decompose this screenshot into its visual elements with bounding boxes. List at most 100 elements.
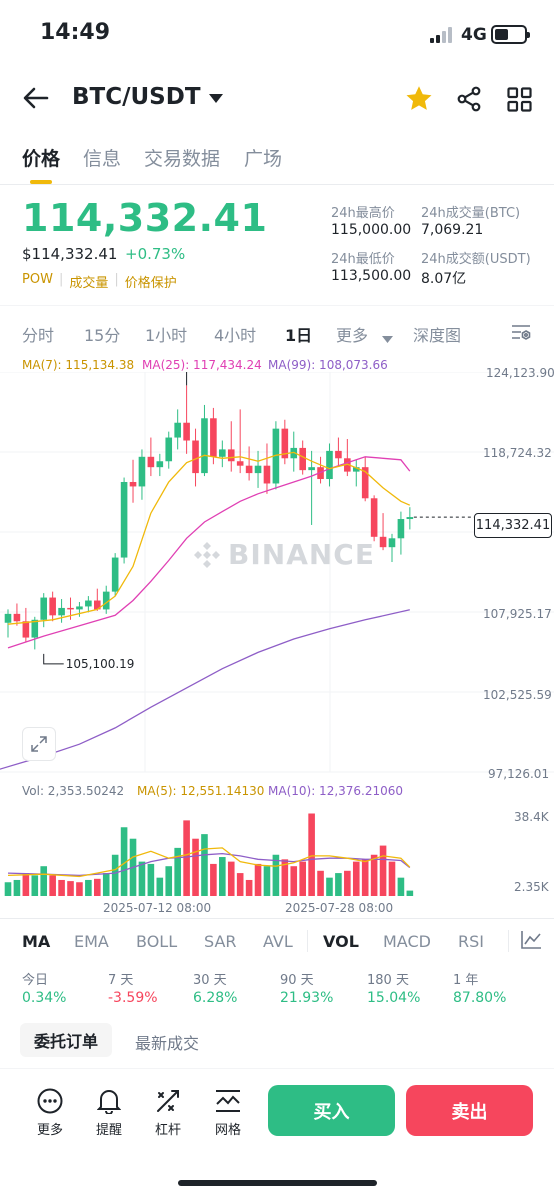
volume-bar <box>352 861 360 896</box>
date-label: 2025-07-28 08:00 <box>285 901 394 915</box>
more-label[interactable]: 更多 <box>36 1123 63 1138</box>
volume-btc-label: 24h成交量(BTC) <box>421 206 521 221</box>
leverage-label[interactable]: 杠杆 <box>154 1123 181 1138</box>
timeframe-15m[interactable]: 15分 <box>84 326 121 345</box>
indicator-avl[interactable]: AVL <box>263 932 293 951</box>
volume-bar <box>254 863 262 896</box>
low-label: 24h最低价 <box>331 252 395 267</box>
volume-bar <box>67 881 74 896</box>
candle-body <box>183 422 190 441</box>
tag-volume[interactable]: 成交量 <box>69 276 109 291</box>
performance-label: 90 天 <box>280 973 314 988</box>
volume-bar <box>120 827 128 896</box>
timeframe-1d[interactable]: 1日 <box>285 326 313 345</box>
binance-watermark: BINANCE <box>192 538 375 571</box>
pair-title[interactable]: BTC/USDT <box>72 84 201 110</box>
back-icon[interactable] <box>20 84 52 112</box>
performance-label: 30 天 <box>193 973 227 988</box>
candle-body <box>49 597 56 616</box>
candle-body <box>406 517 414 520</box>
more-icon[interactable] <box>30 1086 70 1116</box>
price-axis-label: 124,123.90 <box>486 366 554 380</box>
candle-body <box>40 597 48 620</box>
candle-body <box>379 536 387 548</box>
timeframe-4h[interactable]: 4小时 <box>214 326 257 345</box>
volume-bar <box>326 877 333 896</box>
volume-bar <box>201 834 208 896</box>
more-dropdown-icon[interactable] <box>382 328 393 347</box>
bell-icon[interactable] <box>89 1086 129 1116</box>
ma25-legend: MA(25): 117,434.24 <box>142 358 262 372</box>
recent-trades-tab[interactable]: 最新成交 <box>135 1034 200 1053</box>
indicator-sar[interactable]: SAR <box>204 932 237 951</box>
volume-bar <box>156 877 164 896</box>
depth-chart-tab[interactable]: 深度图 <box>413 326 462 345</box>
indicator-settings-icon[interactable] <box>520 930 542 954</box>
candle-body <box>138 456 146 487</box>
candle-body <box>85 600 92 607</box>
open-orders-tab[interactable]: 委托订单 <box>20 1023 112 1057</box>
favorite-star-icon[interactable] <box>403 83 435 113</box>
candle-body <box>236 461 244 466</box>
alert-label[interactable]: 提醒 <box>95 1123 122 1138</box>
sell-button[interactable]: 卖出 <box>406 1085 533 1136</box>
price-axis-label: 107,925.17 <box>483 607 552 621</box>
volume-bar <box>49 875 56 896</box>
grid-label[interactable]: 网格 <box>214 1123 241 1138</box>
candle-body <box>22 621 30 638</box>
grid-menu-icon[interactable] <box>504 84 534 114</box>
indicator-rsi[interactable]: RSI <box>458 932 484 951</box>
pair-dropdown-icon[interactable] <box>206 89 226 107</box>
candlestick-chart[interactable]: 123,218.00105,100.19 <box>0 372 554 782</box>
grid-trading-icon[interactable] <box>208 1086 248 1116</box>
performance-label: 180 天 <box>367 973 409 988</box>
ma99-legend: MA(99): 108,073.66 <box>268 358 388 372</box>
performance-label: 今日 <box>22 973 49 988</box>
candle-body <box>156 461 164 468</box>
network-type: 4G <box>461 25 487 45</box>
leverage-icon[interactable] <box>148 1086 188 1116</box>
candle-body <box>263 465 271 484</box>
candle-body <box>94 600 101 610</box>
vol-ma5-legend: MA(5): 12,551.14130 <box>137 784 265 798</box>
candle-body <box>120 481 128 558</box>
divider <box>0 918 554 919</box>
chart-settings-icon[interactable] <box>510 322 532 346</box>
tag-price-protection[interactable]: 价格保护 <box>124 276 177 291</box>
volume-bar <box>31 875 39 896</box>
volume-bar <box>111 854 119 896</box>
volume-usdt-value: 8.07亿 <box>421 271 467 287</box>
current-price-tag: 114,332.41 <box>474 513 552 538</box>
performance-value: -3.59% <box>108 990 158 1006</box>
indicator-ema[interactable]: EMA <box>74 932 109 951</box>
candle-body <box>326 450 333 480</box>
low-marker-line <box>43 653 64 665</box>
tag-pow[interactable]: POW <box>22 272 53 287</box>
performance-label: 1 年 <box>453 973 479 988</box>
candle-body <box>192 440 199 474</box>
volume-bar <box>406 890 414 896</box>
indicator-ma[interactable]: MA <box>22 932 51 951</box>
fullscreen-icon[interactable] <box>22 727 56 761</box>
home-indicator[interactable] <box>178 1180 377 1186</box>
timeframe-1h[interactable]: 1小时 <box>145 326 188 345</box>
tab-trading-data[interactable]: 交易数据 <box>144 148 221 170</box>
battery-icon <box>491 25 530 44</box>
indicator-macd[interactable]: MACD <box>383 932 431 951</box>
candle-body <box>210 418 217 457</box>
volume-bar <box>227 861 235 896</box>
candle-body <box>370 498 378 537</box>
tab-info[interactable]: 信息 <box>83 148 122 170</box>
share-icon[interactable] <box>454 84 484 114</box>
vol-ma5-line <box>7 847 411 878</box>
indicator-vol[interactable]: VOL <box>323 932 359 951</box>
performance-value: 87.80% <box>453 990 507 1006</box>
tab-price[interactable]: 价格 <box>22 148 61 170</box>
buy-button[interactable]: 买入 <box>268 1085 395 1136</box>
volume-bar <box>290 866 298 896</box>
timeframe-line[interactable]: 分时 <box>22 326 55 345</box>
tab-square[interactable]: 广场 <box>244 148 283 170</box>
high-value: 115,000.00 <box>331 222 412 238</box>
timeframe-more[interactable]: 更多 <box>336 326 369 345</box>
indicator-boll[interactable]: BOLL <box>136 932 178 951</box>
